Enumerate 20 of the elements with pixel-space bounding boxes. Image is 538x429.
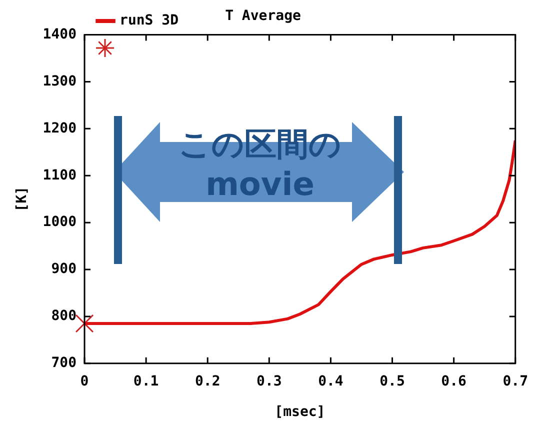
y-tick-label: 900 (51, 261, 77, 278)
y-tick-label: 800 (51, 308, 77, 324)
x-tick-label: 0.5 (380, 373, 405, 390)
y-tick-label: 1200 (42, 120, 77, 136)
y-axis-title: [K] (14, 186, 30, 212)
x-tick-label: 0.1 (133, 373, 159, 390)
y-tick-label: 700 (51, 355, 77, 372)
y-tick-label: 1100 (42, 167, 77, 184)
x-tick-label: 0.7 (502, 373, 528, 390)
x-tick-label: 0.2 (194, 373, 220, 390)
chart-title: T Average (225, 8, 301, 24)
x-tick-label: 0.6 (441, 373, 466, 390)
y-tick-label: 1300 (42, 73, 77, 90)
legend-label: runS 3D (120, 12, 179, 29)
x-tick-label: 0.4 (318, 373, 344, 390)
x-tick-label: 0 (80, 373, 89, 390)
x-axis-title: [msec] (274, 404, 326, 420)
y-tick-label: 1400 (42, 26, 77, 42)
x-tick-label: 0.3 (256, 373, 282, 390)
y-tick-label: 1000 (42, 214, 77, 230)
